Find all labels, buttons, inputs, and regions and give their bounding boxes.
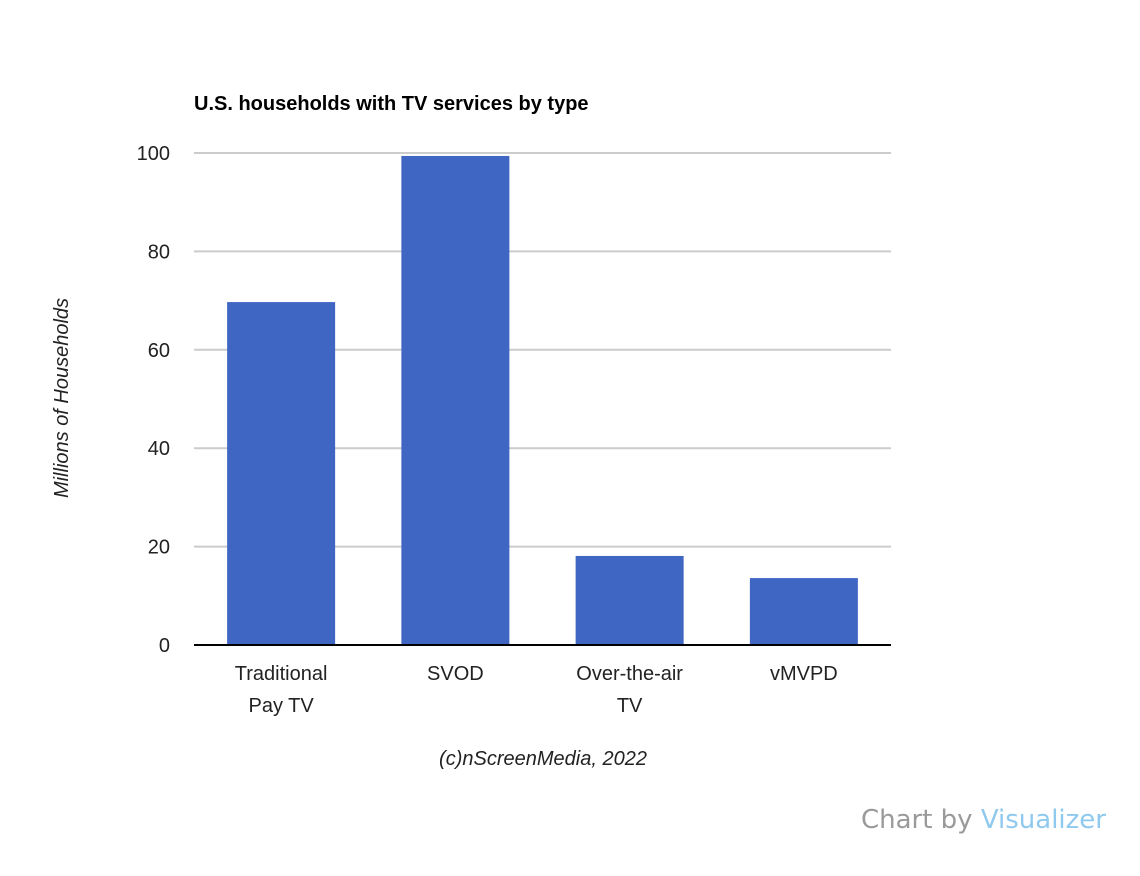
x-tick-label: Pay TV [249, 695, 315, 717]
x-axis-label: (c)nScreenMedia, 2022 [439, 748, 647, 770]
credit-prefix: Chart by [860, 805, 981, 835]
x-tick-label: vMVPD [770, 663, 838, 685]
visualizer-link[interactable]: Visualizer [980, 805, 1106, 835]
y-tick-label: 80 [148, 241, 170, 263]
x-tick-label: SVOD [427, 663, 484, 685]
y-tick-label: 40 [148, 438, 170, 460]
bar [749, 578, 858, 645]
chart-title: U.S. households with TV services by type [194, 93, 589, 115]
y-tick-label: 60 [148, 340, 170, 362]
bar [227, 302, 336, 645]
chart-credit: Chart by Visualizer [861, 805, 1106, 835]
y-tick-label: 100 [137, 143, 170, 165]
x-tick-label: Traditional [235, 663, 328, 685]
y-axis-label: Millions of Households [51, 298, 73, 498]
bar [575, 555, 684, 645]
x-tick-label: Over-the-air [576, 663, 683, 685]
x-tick-label: TV [617, 695, 643, 717]
bar [401, 155, 510, 645]
y-tick-label: 0 [159, 635, 170, 657]
y-tick-label: 20 [148, 537, 170, 559]
